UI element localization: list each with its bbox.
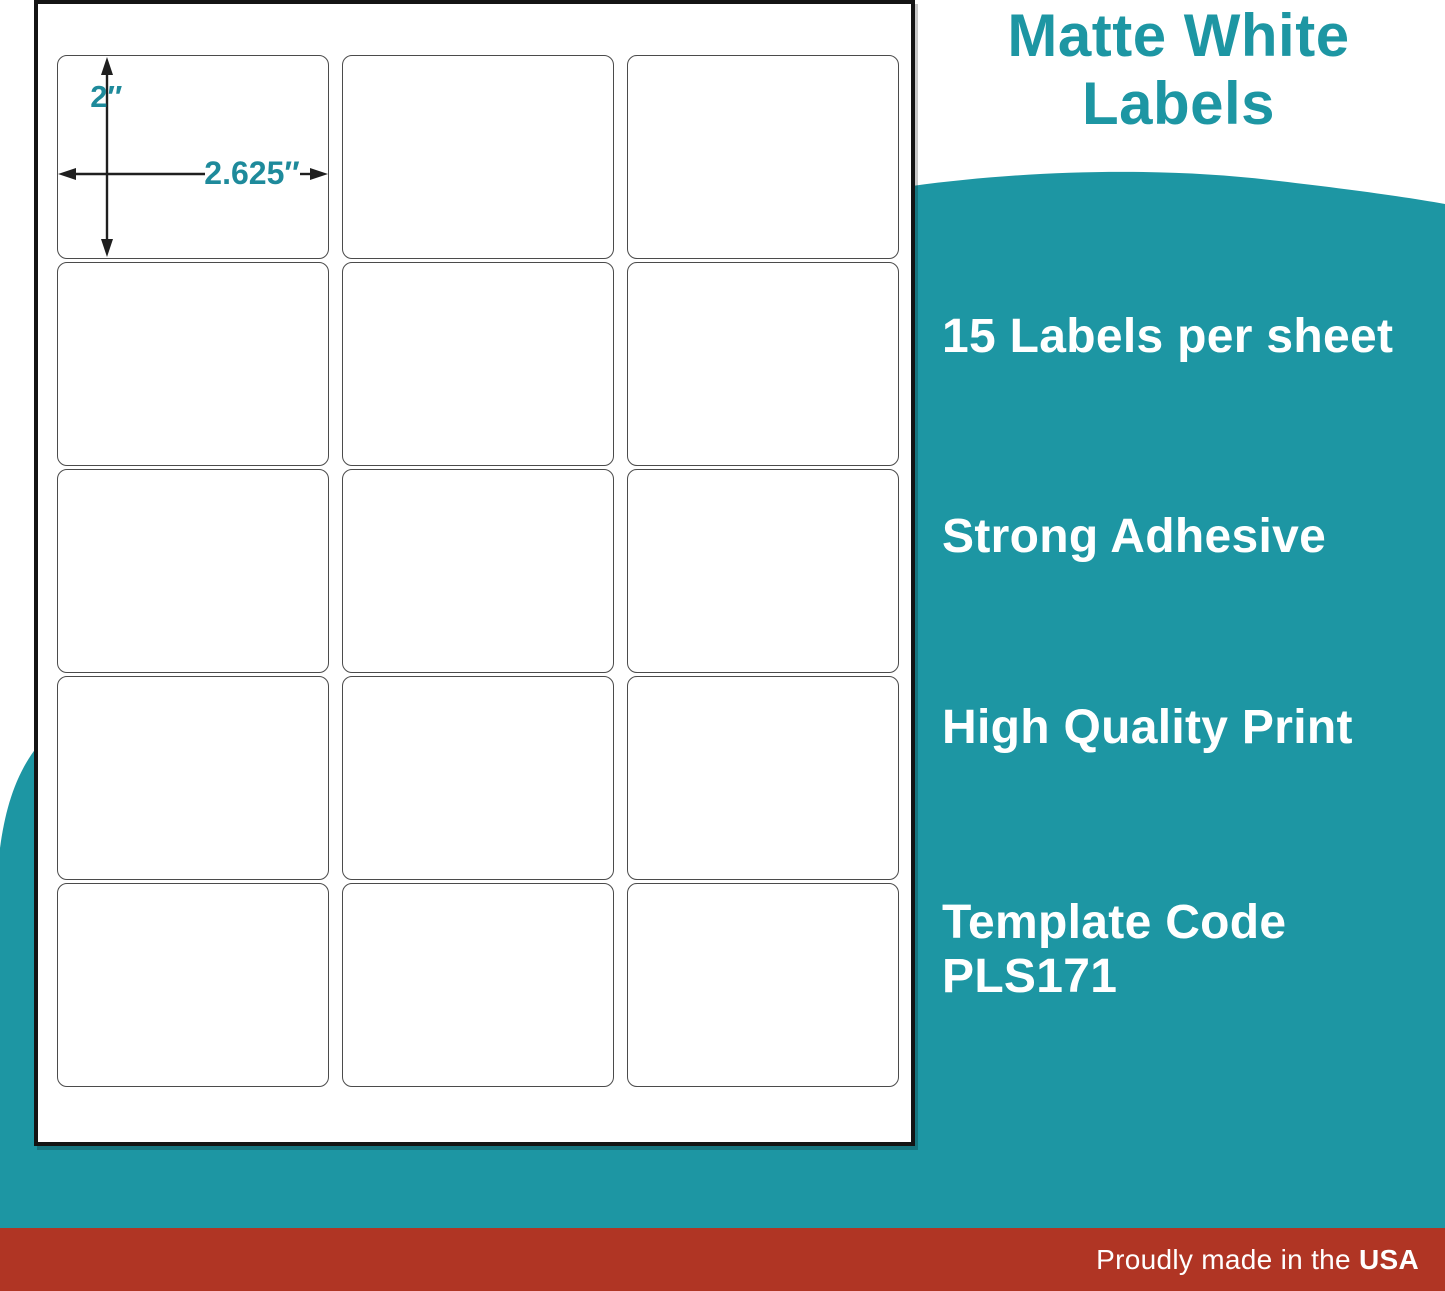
label-cell [627, 676, 899, 880]
width-dimension-label: 2.625″ [204, 155, 300, 191]
label-cell [342, 469, 614, 673]
label-cell [627, 55, 899, 259]
feature-strong-adhesive: Strong Adhesive [942, 510, 1327, 563]
height-dimension-label: 2″ [90, 79, 123, 114]
label-cell [57, 55, 329, 259]
feature-labels-per-sheet: 15 Labels per sheet [942, 310, 1394, 363]
label-cell [627, 469, 899, 673]
right-panel-shape [912, 171, 1445, 1291]
feature-high-quality-print: High Quality Print [942, 701, 1353, 754]
label-cell [342, 676, 614, 880]
label-cell [57, 676, 329, 880]
label-grid [57, 55, 899, 1087]
label-cell [57, 262, 329, 466]
footer-usa-text: USA [1358, 1244, 1419, 1275]
product-title: Matte White Labels [1007, 2, 1350, 137]
feature-template-code: Template Code PLS171 [942, 896, 1287, 1003]
label-cell [57, 883, 329, 1087]
label-cell [57, 469, 329, 673]
label-cell [342, 55, 614, 259]
label-cell [627, 883, 899, 1087]
label-sheet [34, 0, 915, 1146]
label-cell [342, 262, 614, 466]
made-in-usa-bar: Proudly made in the USA [0, 1228, 1445, 1291]
label-cell [627, 262, 899, 466]
label-cell [342, 883, 614, 1087]
footer-text: Proudly made in the [1096, 1244, 1359, 1275]
